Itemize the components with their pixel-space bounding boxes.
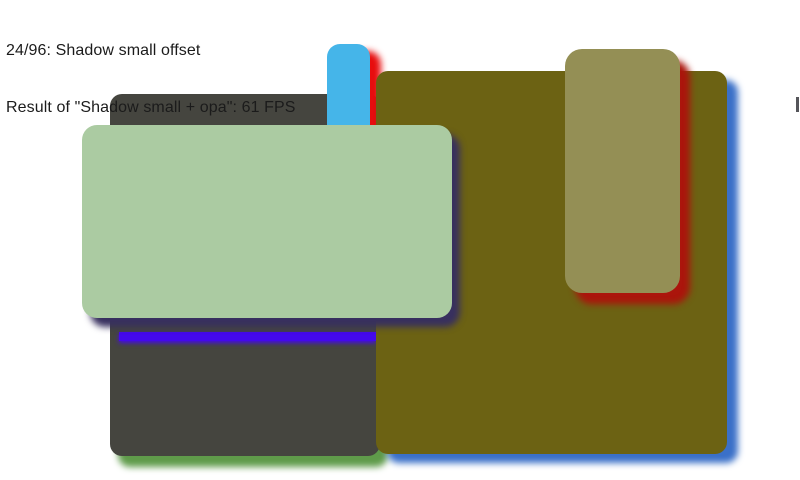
screen-edge-artifact [796, 97, 799, 112]
benchmark-result-text: Result of "Shadow small + opa": 61 FPS [6, 99, 296, 116]
benchmark-header: 24/96: Shadow small offset Result of "Sh… [6, 3, 296, 155]
benchmark-progress-text: 24/96: Shadow small offset [6, 42, 201, 59]
violet-shadow-band [119, 332, 376, 341]
khaki-rectangle [565, 49, 680, 293]
light-green-rectangle [82, 125, 452, 318]
